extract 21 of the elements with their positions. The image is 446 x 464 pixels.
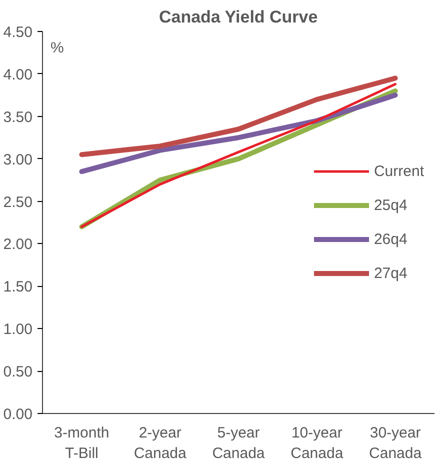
y-tick-label: 3.50 bbox=[3, 108, 33, 126]
y-axis-title: % bbox=[50, 40, 64, 56]
legend-label: 27q4 bbox=[374, 264, 408, 282]
x-tick-label: 2-year Canada bbox=[134, 424, 188, 462]
y-tick-label: 2.00 bbox=[3, 236, 33, 254]
x-tick-label: 30-year Canada bbox=[369, 424, 422, 462]
y-tick-label: 1.50 bbox=[3, 278, 33, 296]
legend-label: Current bbox=[374, 162, 424, 180]
x-tick-label: 5-year Canada bbox=[212, 424, 266, 462]
y-tick-label: 0.50 bbox=[3, 364, 33, 381]
y-tick-label: 3.00 bbox=[3, 151, 33, 168]
chart-title: Canada Yield Curve bbox=[158, 8, 318, 26]
y-tick-label: 2.50 bbox=[3, 194, 33, 211]
legend-label: 26q4 bbox=[374, 230, 408, 248]
y-tick-label: 4.00 bbox=[3, 66, 33, 84]
x-tick-label: 3-month T-Bill bbox=[54, 424, 110, 462]
x-tick-label: 10-year Canada bbox=[290, 424, 344, 462]
y-tick-label: 0.00 bbox=[3, 406, 33, 423]
y-tick-label: 4.50 bbox=[3, 24, 33, 41]
y-tick-label: 1.00 bbox=[3, 321, 33, 338]
legend-label: 25q4 bbox=[374, 196, 408, 214]
